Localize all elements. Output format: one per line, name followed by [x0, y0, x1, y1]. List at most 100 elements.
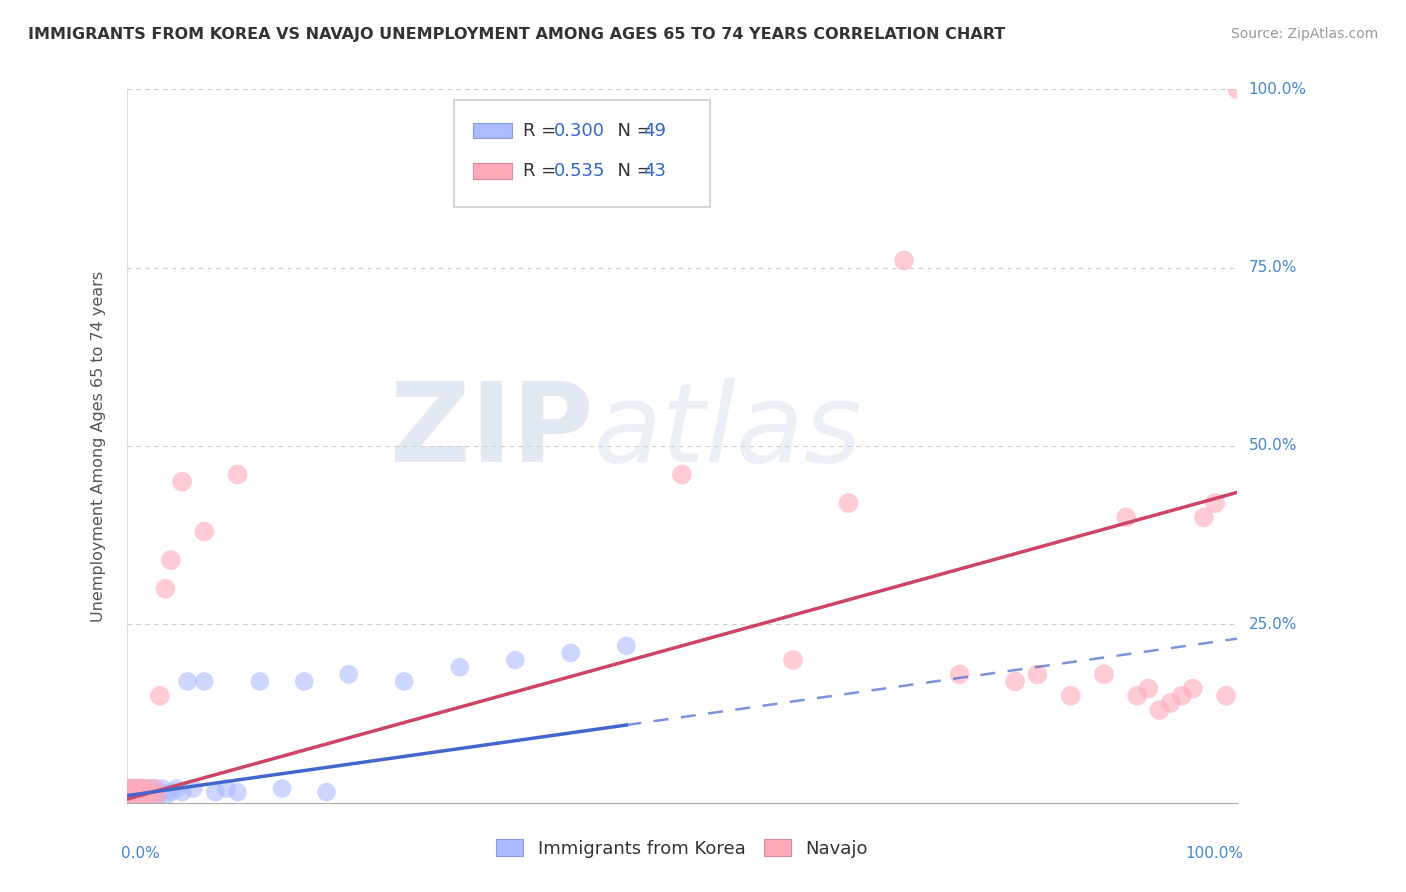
- Text: N =: N =: [606, 162, 658, 180]
- Point: [204, 785, 226, 799]
- Text: 100.0%: 100.0%: [1185, 846, 1243, 861]
- Point: [166, 781, 188, 796]
- Point: [125, 785, 148, 799]
- Point: [949, 667, 972, 681]
- Point: [124, 789, 146, 803]
- Point: [127, 785, 149, 799]
- Point: [193, 524, 215, 539]
- Point: [249, 674, 271, 689]
- Point: [616, 639, 638, 653]
- Point: [122, 789, 145, 803]
- Point: [671, 467, 693, 482]
- Point: [315, 785, 337, 799]
- Point: [128, 785, 150, 799]
- Point: [124, 785, 146, 799]
- Point: [160, 553, 183, 567]
- Point: [172, 475, 194, 489]
- Point: [139, 781, 162, 796]
- Point: [135, 781, 157, 796]
- Point: [127, 781, 149, 796]
- Point: [337, 667, 360, 681]
- Text: 100.0%: 100.0%: [1249, 82, 1306, 96]
- Point: [503, 653, 526, 667]
- Point: [1170, 689, 1192, 703]
- Point: [118, 789, 141, 803]
- FancyBboxPatch shape: [472, 163, 512, 179]
- Point: [181, 781, 204, 796]
- Point: [1215, 689, 1237, 703]
- Text: ZIP: ZIP: [389, 378, 593, 485]
- Point: [136, 789, 159, 803]
- Text: atlas: atlas: [593, 378, 862, 485]
- Point: [1204, 496, 1226, 510]
- Point: [226, 467, 249, 482]
- Text: 0.0%: 0.0%: [121, 846, 160, 861]
- Text: 0.535: 0.535: [554, 162, 606, 180]
- Point: [394, 674, 416, 689]
- Point: [127, 789, 149, 803]
- Point: [138, 785, 160, 799]
- Text: 0.300: 0.300: [554, 121, 605, 139]
- FancyBboxPatch shape: [472, 123, 512, 138]
- Point: [893, 253, 915, 268]
- Point: [139, 785, 162, 799]
- Point: [124, 789, 146, 803]
- Point: [1137, 681, 1160, 696]
- Point: [193, 674, 215, 689]
- Y-axis label: Unemployment Among Ages 65 to 74 years: Unemployment Among Ages 65 to 74 years: [91, 270, 105, 622]
- Text: R =: R =: [523, 162, 562, 180]
- Point: [134, 789, 156, 803]
- Point: [129, 781, 152, 796]
- Text: 25.0%: 25.0%: [1249, 617, 1296, 632]
- FancyBboxPatch shape: [454, 100, 710, 207]
- Point: [1026, 667, 1049, 681]
- Point: [135, 785, 157, 799]
- Point: [838, 496, 860, 510]
- Point: [134, 789, 156, 803]
- Point: [124, 781, 146, 796]
- Point: [1160, 696, 1182, 710]
- Text: Source: ZipAtlas.com: Source: ZipAtlas.com: [1230, 27, 1378, 41]
- Point: [143, 781, 166, 796]
- Point: [1004, 674, 1026, 689]
- Legend: Immigrants from Korea, Navajo: Immigrants from Korea, Navajo: [489, 832, 875, 865]
- Point: [150, 781, 173, 796]
- Point: [176, 674, 198, 689]
- Text: 50.0%: 50.0%: [1249, 439, 1296, 453]
- Point: [215, 781, 238, 796]
- Point: [1181, 681, 1204, 696]
- Point: [145, 785, 167, 799]
- Point: [149, 785, 172, 799]
- Text: IMMIGRANTS FROM KOREA VS NAVAJO UNEMPLOYMENT AMONG AGES 65 TO 74 YEARS CORRELATI: IMMIGRANTS FROM KOREA VS NAVAJO UNEMPLOY…: [28, 27, 1005, 42]
- Point: [155, 582, 177, 596]
- Text: N =: N =: [606, 121, 658, 139]
- Point: [141, 789, 163, 803]
- Point: [1060, 689, 1083, 703]
- Point: [1115, 510, 1137, 524]
- Point: [121, 785, 143, 799]
- Point: [292, 674, 315, 689]
- Point: [122, 781, 145, 796]
- Point: [118, 781, 141, 796]
- Point: [118, 789, 141, 803]
- Point: [1226, 82, 1249, 96]
- Point: [118, 781, 141, 796]
- Point: [143, 781, 166, 796]
- Point: [129, 789, 152, 803]
- Point: [160, 785, 183, 799]
- Point: [172, 785, 194, 799]
- Point: [138, 789, 160, 803]
- Point: [782, 653, 804, 667]
- Point: [560, 646, 582, 660]
- Point: [226, 785, 249, 799]
- Point: [132, 785, 155, 799]
- Point: [1192, 510, 1215, 524]
- Point: [146, 789, 169, 803]
- Point: [146, 789, 169, 803]
- Text: 75.0%: 75.0%: [1249, 260, 1296, 275]
- Point: [1126, 689, 1149, 703]
- Text: 43: 43: [643, 162, 666, 180]
- Point: [155, 789, 177, 803]
- Point: [128, 789, 150, 803]
- Point: [132, 785, 155, 799]
